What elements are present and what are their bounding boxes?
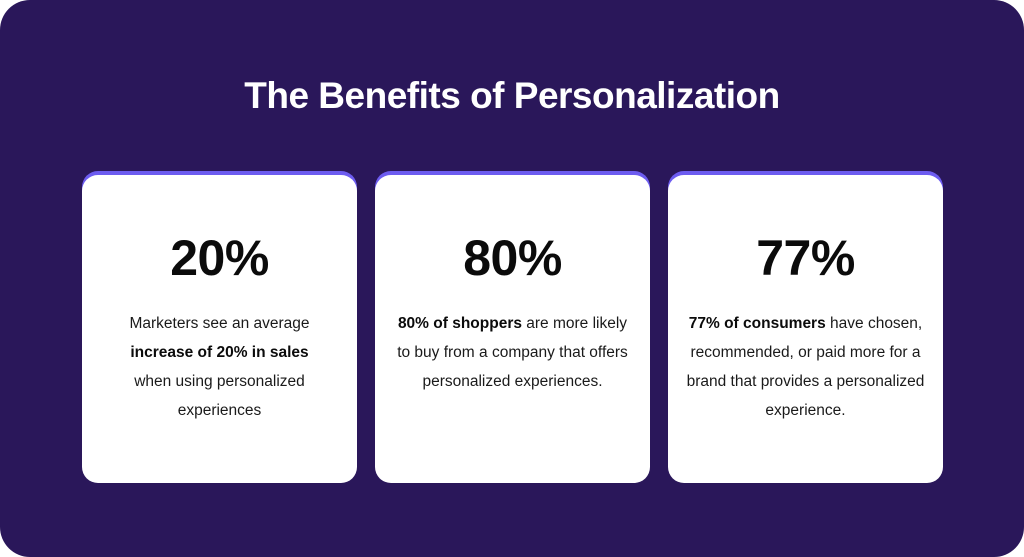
stat-card-1: 20% Marketers see an average increase of… [82,175,357,483]
page-title: The Benefits of Personalization [244,75,780,116]
stat-card-2: 80% 80% of shoppers are more likely to b… [375,175,650,483]
description-text: Marketers see an average [129,315,310,332]
stat-value: 77% [756,230,855,286]
description-highlight: increase of 20% in sales [130,344,309,361]
stat-value: 20% [170,230,269,286]
description-highlight: 77% of consumers [688,315,826,332]
stat-description: 80% of shoppers are more likely to buy f… [393,309,632,396]
stat-description: 77% of consumers have chosen, recommende… [686,309,925,425]
description-text: have chosen, recommended, or paid more f… [686,315,925,419]
stat-value: 80% [463,230,562,286]
description-text: when using personalized experiences [134,373,305,419]
description-highlight: 80% of shoppers [397,315,522,332]
stat-description: Marketers see an average increase of 20%… [100,309,339,425]
stat-card-3: 77% 77% of consumers have chosen, recomm… [668,175,943,483]
description-text: are more likely to buy from a company th… [397,315,628,390]
